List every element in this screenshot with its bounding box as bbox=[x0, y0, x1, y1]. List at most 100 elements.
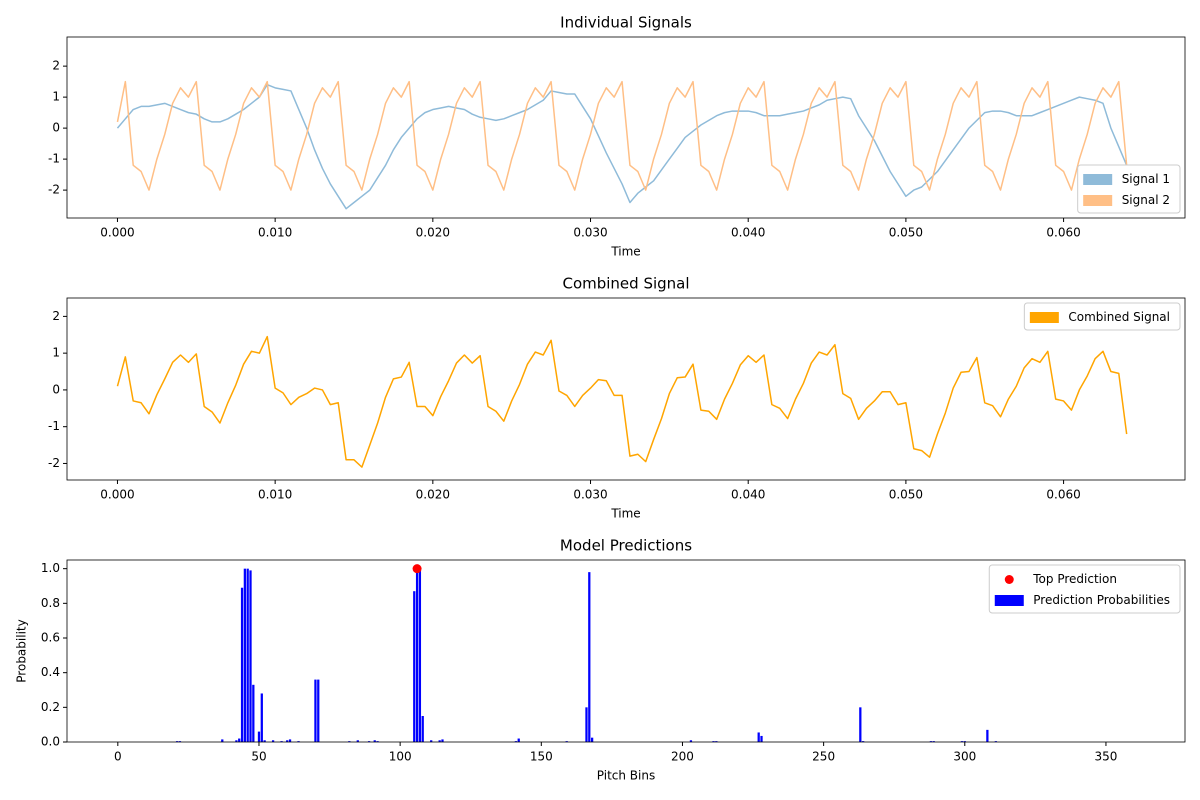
bar bbox=[286, 740, 289, 742]
legend-box bbox=[1023, 302, 1181, 331]
line bbox=[116, 83, 1128, 210]
legend: Top Prediction Prediction Probabilities bbox=[988, 564, 1181, 614]
legend-marker bbox=[1083, 195, 1113, 206]
bar bbox=[175, 741, 179, 742]
x-tick-label: 0.060 bbox=[1046, 488, 1080, 502]
bar bbox=[288, 739, 292, 742]
bar bbox=[932, 741, 935, 742]
x-tick-label: 0.020 bbox=[416, 226, 450, 240]
legend-label: Combined Signal bbox=[1068, 310, 1170, 324]
bar bbox=[418, 570, 422, 742]
x-tick-label: 200 bbox=[671, 750, 694, 764]
bar bbox=[243, 568, 246, 742]
bar bbox=[260, 693, 263, 742]
x-tick-label: 0.030 bbox=[573, 488, 607, 502]
x-tick-label: 0.050 bbox=[889, 226, 923, 240]
bar bbox=[246, 568, 249, 742]
x-tick-label: 0.010 bbox=[258, 226, 292, 240]
x-tick-label: 150 bbox=[530, 750, 553, 764]
bar bbox=[263, 740, 266, 742]
bar bbox=[757, 732, 760, 742]
x-tick-label: 0.040 bbox=[731, 488, 765, 502]
chart-title: Combined Signal bbox=[562, 275, 689, 293]
bar bbox=[367, 741, 371, 742]
x-tick-label: 0.020 bbox=[416, 488, 450, 502]
chart-title: Model Predictions bbox=[560, 537, 692, 555]
y-axis-label: Probability bbox=[15, 619, 29, 682]
bar bbox=[413, 591, 416, 742]
axes-frame bbox=[66, 559, 1186, 743]
bar bbox=[415, 568, 419, 742]
x-tick-label: 250 bbox=[812, 750, 835, 764]
bar bbox=[356, 740, 359, 742]
axes-frame bbox=[66, 36, 1186, 219]
bar bbox=[862, 741, 865, 742]
x-tick-label: 0.040 bbox=[731, 226, 765, 240]
y-tick-label: 1 bbox=[52, 346, 60, 360]
y-tick-label: 1 bbox=[52, 90, 60, 104]
bar bbox=[986, 729, 989, 742]
bar bbox=[441, 739, 444, 742]
x-tick-label: 0.010 bbox=[258, 488, 292, 502]
bar bbox=[585, 707, 588, 742]
bar bbox=[240, 587, 244, 742]
y-tick-label: 0.2 bbox=[41, 700, 60, 714]
subplot: Combined Signal 0.000 0.010 0.020 0.030 0.040… bbox=[48, 275, 1186, 521]
bar bbox=[960, 741, 964, 742]
bar bbox=[252, 684, 255, 742]
x-tick-label: 0.000 bbox=[100, 226, 134, 240]
x-tick-label: 50 bbox=[251, 750, 266, 764]
legend-marker bbox=[1083, 174, 1113, 185]
bar bbox=[376, 741, 379, 742]
axes-frame bbox=[66, 297, 1186, 481]
line bbox=[116, 335, 1128, 468]
bar bbox=[994, 741, 997, 742]
bar bbox=[314, 679, 317, 742]
bar bbox=[963, 741, 966, 742]
point bbox=[412, 564, 422, 574]
bar bbox=[430, 740, 433, 742]
bar bbox=[421, 716, 424, 742]
legend-label: Signal 1 bbox=[1122, 172, 1170, 186]
x-tick-label: 0.000 bbox=[100, 488, 134, 502]
bar bbox=[238, 738, 241, 742]
y-tick-label: 0 bbox=[52, 382, 60, 396]
y-tick-label: -2 bbox=[48, 456, 60, 470]
legend: Signal 1 Signal 2 bbox=[1077, 164, 1181, 214]
legend-label: Top Prediction bbox=[1032, 572, 1117, 586]
legend-label: Prediction Probabilities bbox=[1033, 593, 1170, 607]
y-tick-label: -2 bbox=[48, 183, 60, 197]
legend-label: Signal 2 bbox=[1122, 193, 1170, 207]
bar bbox=[517, 738, 520, 742]
bar bbox=[760, 735, 763, 742]
bar bbox=[565, 741, 568, 742]
legend-marker bbox=[1004, 575, 1014, 584]
legend-box bbox=[988, 564, 1181, 614]
bar bbox=[590, 737, 594, 742]
bar bbox=[271, 740, 275, 742]
bar bbox=[373, 740, 376, 742]
x-tick-label: 100 bbox=[389, 750, 412, 764]
x-tick-label: 350 bbox=[1094, 750, 1117, 764]
x-tick-label: 300 bbox=[953, 750, 976, 764]
chart-title: Individual Signals bbox=[560, 14, 692, 32]
y-tick-label: 2 bbox=[52, 309, 60, 323]
legend-marker bbox=[1029, 312, 1059, 323]
y-tick-label: 0.0 bbox=[41, 735, 60, 749]
y-tick-label: -1 bbox=[48, 419, 60, 433]
bar bbox=[514, 741, 518, 742]
x-axis-label: Pitch Bins bbox=[597, 769, 655, 783]
x-axis-label: Time bbox=[610, 507, 640, 521]
y-tick-label: 0.6 bbox=[41, 631, 60, 645]
y-tick-label: 0.4 bbox=[41, 665, 60, 679]
subplot: Individual Signals 0.000 0.010 0.020 0.030 0.… bbox=[48, 14, 1186, 259]
bar bbox=[249, 570, 252, 742]
bar bbox=[348, 741, 351, 742]
y-tick-label: 2 bbox=[52, 59, 60, 73]
x-tick-label: 0.060 bbox=[1046, 226, 1080, 240]
bar bbox=[280, 741, 283, 742]
subplot: Model Predictions 0 50 100 150 200 250 300 350 0.… bbox=[15, 537, 1186, 783]
y-tick-label: 0 bbox=[52, 121, 60, 135]
